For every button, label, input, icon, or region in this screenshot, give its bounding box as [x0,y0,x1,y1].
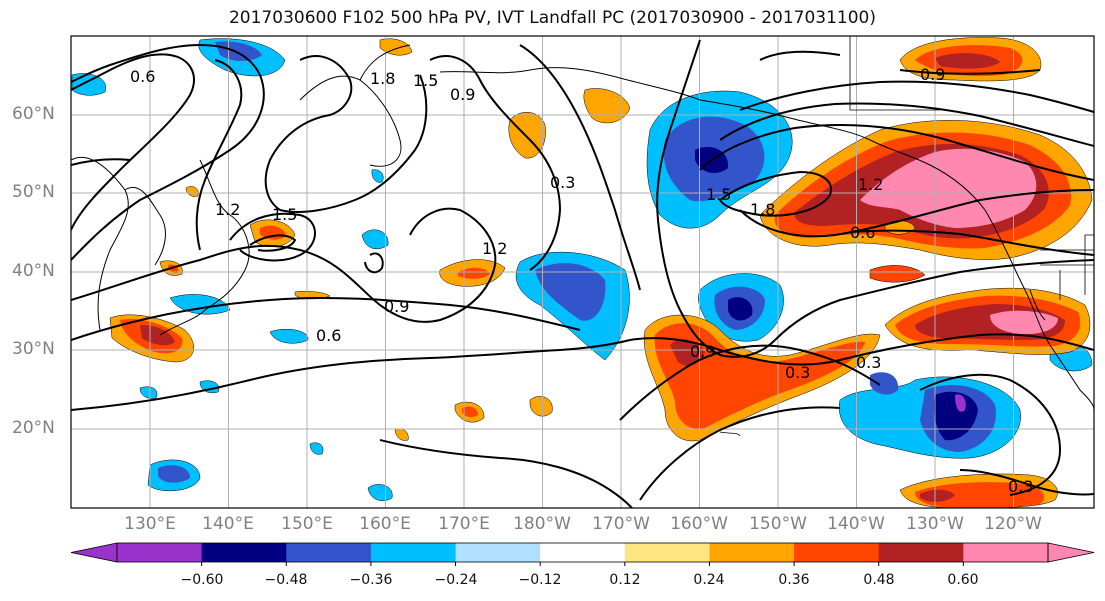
colorbar-tick-label: −0.24 [434,572,478,588]
colorbar-extend-min [70,542,118,563]
pv-contours [71,39,1094,508]
colorbar-tick-label: 0.24 [693,572,725,588]
contour-label: 0.9 [450,85,475,104]
positive-anomaly-fills [109,37,1093,508]
negative-anomaly-fills [71,38,1093,501]
colorbar-segment [370,543,457,562]
graticule [71,36,1094,508]
fill-orange-2 [583,88,631,124]
lon-label: 160°E [359,514,411,534]
lon-label: 140°W [827,514,885,534]
contour-label: 0.9 [920,65,945,84]
colorbar-segment [540,543,626,562]
lon-label: 170°E [438,514,490,534]
lat-label: 40°N [12,261,55,281]
contour-label: 0.3 [856,353,881,372]
lon-label: 160°W [670,514,728,534]
contour-label: 1.5 [413,71,438,90]
lon-label: 170°W [592,514,650,534]
lon-label: 150°W [749,514,807,534]
contour-label: 1.8 [750,200,775,219]
contour-label: 0.3 [785,363,810,382]
map-frame [70,35,1095,509]
contour-label: 0.6 [130,67,155,86]
lat-label: 20°N [12,418,55,438]
colorbar-segment [794,543,880,562]
contour-label: 1.5 [706,185,731,204]
colorbar-segment [286,543,372,562]
lon-label: 120°W [984,514,1042,534]
colorbar-segment [878,543,964,562]
contour-label: 0.9 [690,342,715,361]
colorbar-segment [624,543,710,562]
colorbar-tick-label: −0.60 [180,572,224,588]
colorbar-tick-label: 0.60 [947,572,979,588]
colorbar-tick-label: 0.48 [863,572,895,588]
contour-label: 0.3 [1008,477,1033,496]
colorbar-tick-label: −0.36 [349,572,393,588]
contour-label: 0.6 [316,326,341,345]
colorbar-tick-label: −0.48 [264,572,308,588]
colorbar-segment [117,543,203,562]
contour-label: 1.2 [858,175,883,194]
colorbar-outline [116,542,1049,563]
contour-label: 1.5 [272,205,297,224]
map-title: 2017030600 F102 500 hPa PV, IVT Landfall… [228,8,876,28]
lon-label: 150°E [281,514,333,534]
contour-labels: 1.8 1.5 0.9 0.3 1.2 0.9 0.6 1.5 1.2 0.6 … [130,65,1033,496]
lat-label: 30°N [12,339,55,359]
lon-label: 180°W [513,514,571,534]
colorbar-segments [70,542,1095,566]
lat-label: 60°N [12,104,55,124]
colorbar-tick-label: 0.36 [778,572,810,588]
contour-label: 1.2 [215,200,240,219]
colorbar-tick-label: −0.12 [518,572,562,588]
contour-label: 1.8 [370,69,395,88]
contour-label: 0.6 [850,223,875,242]
fill-small-blue-1 [361,229,389,250]
contour-label: 0.9 [384,297,409,316]
lon-label: 130°W [906,514,964,534]
colorbar-tick-label: 0.12 [609,572,641,588]
contour-label: 0.3 [550,173,575,192]
coastlines [71,36,1094,437]
colorbar-segment [709,543,795,562]
colorbar-segment [455,543,541,562]
contour-label: 1.2 [482,239,507,258]
lon-label: 140°E [202,514,254,534]
colorbar-extend-max [1047,542,1095,563]
colorbar-segment [201,543,287,562]
lat-label: 50°N [12,182,55,202]
lon-label: 130°E [124,514,176,534]
colorbar-segment [963,543,1049,562]
